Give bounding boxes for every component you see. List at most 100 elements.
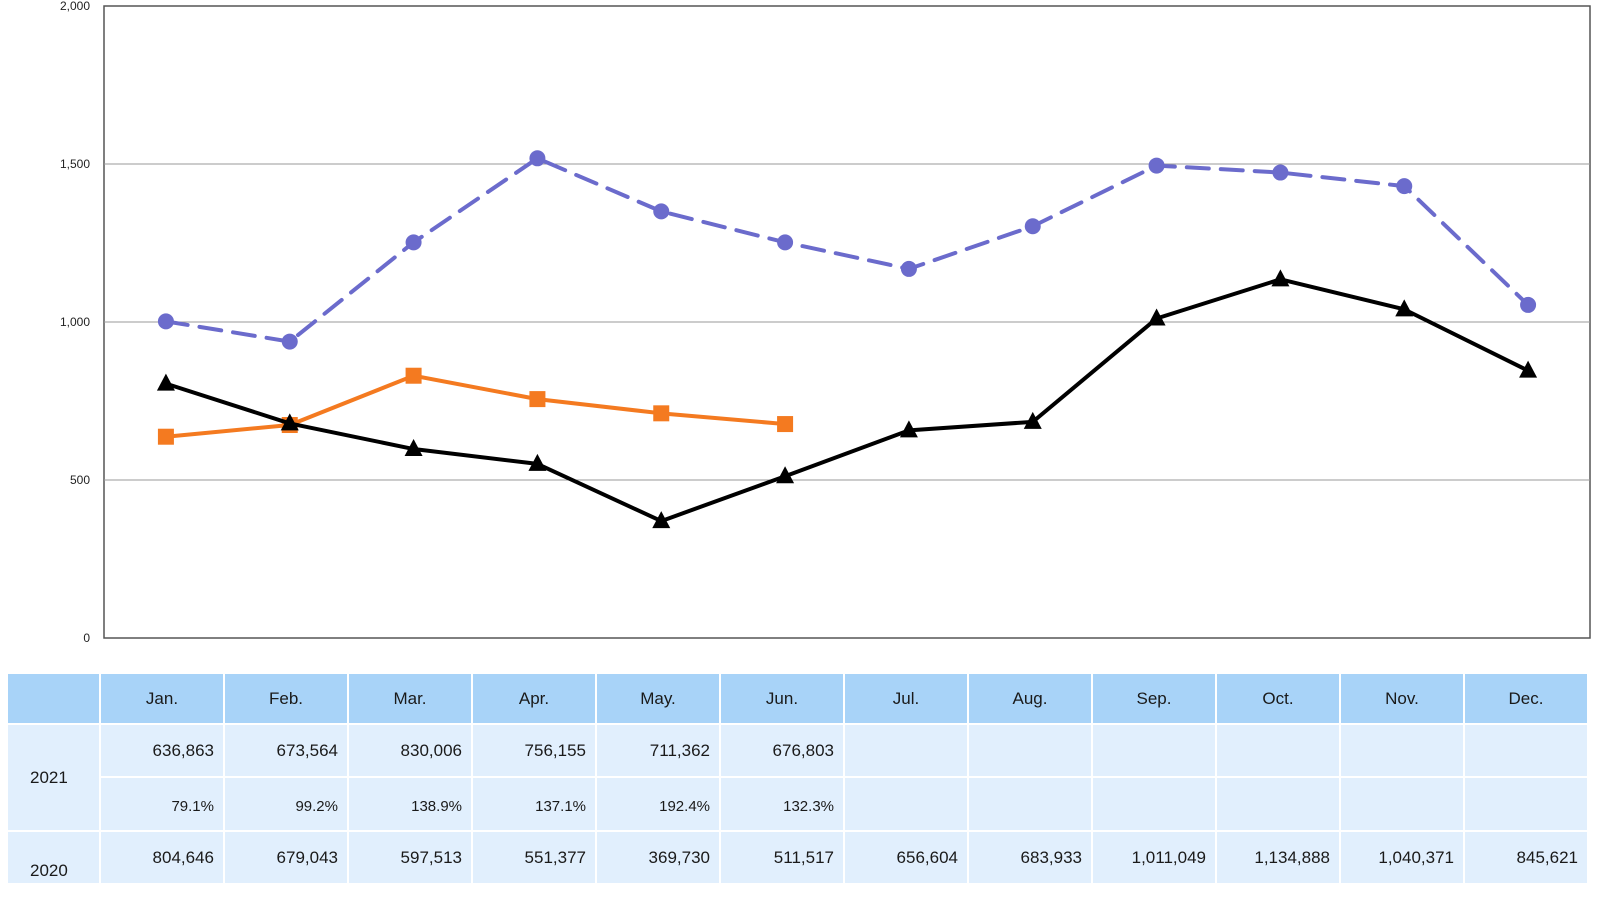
data-point bbox=[777, 234, 794, 251]
table-cell: 636,863 bbox=[101, 725, 223, 776]
ratio-cell: 138.9% bbox=[349, 778, 471, 830]
data-point bbox=[280, 413, 299, 431]
data-point bbox=[281, 333, 298, 350]
data-point bbox=[404, 439, 423, 457]
table-cell: 597,513 bbox=[349, 832, 471, 883]
data-point bbox=[1023, 411, 1042, 429]
ratio-cell bbox=[1341, 778, 1463, 830]
data-point bbox=[157, 428, 174, 445]
series-s2019 bbox=[157, 150, 1537, 350]
header-month: Aug. bbox=[969, 674, 1091, 723]
table-cell: 711,362 bbox=[597, 725, 719, 776]
ratio-cell: 192.4% bbox=[597, 778, 719, 830]
series-line bbox=[163, 373, 788, 439]
ratio-cell bbox=[1465, 778, 1587, 830]
header-month: Sep. bbox=[1093, 674, 1215, 723]
data-point bbox=[1395, 299, 1414, 317]
data-point bbox=[777, 416, 794, 433]
series-line bbox=[163, 277, 1531, 524]
table-cell: 673,564 bbox=[225, 725, 347, 776]
table-cell bbox=[1093, 725, 1215, 776]
data-point bbox=[1520, 296, 1537, 313]
data-point bbox=[653, 203, 670, 220]
gridlines bbox=[103, 5, 1591, 639]
table-cell: 511,517 bbox=[721, 832, 843, 883]
header-month: Nov. bbox=[1341, 674, 1463, 723]
table-cell: 804,646 bbox=[101, 832, 223, 883]
data-point bbox=[1396, 178, 1413, 195]
data-point bbox=[1024, 218, 1041, 235]
data-point bbox=[653, 405, 670, 422]
table-cell: 830,006 bbox=[349, 725, 471, 776]
table-cell: 1,134,888 bbox=[1217, 832, 1339, 883]
data-point bbox=[528, 453, 547, 471]
ratio-cell: 132.3% bbox=[721, 778, 843, 830]
ratio-cell bbox=[1217, 778, 1339, 830]
table-cell: 756,155 bbox=[473, 725, 595, 776]
y-axis: 0 500 1,000 1,500 2,000 bbox=[60, 0, 90, 645]
row-year-label: 2020 bbox=[8, 832, 99, 883]
header-month: Mar. bbox=[349, 674, 471, 723]
series-s2021 bbox=[157, 367, 794, 445]
header-corner bbox=[8, 674, 99, 723]
table-row: 2021 636,863 673,564 830,006 756,155 711… bbox=[8, 725, 1587, 830]
data-point bbox=[776, 466, 795, 484]
y-tick-label: 2,000 bbox=[60, 0, 90, 13]
table-cell: 676,803 bbox=[721, 725, 843, 776]
header-month: Feb. bbox=[225, 674, 347, 723]
header-month: May. bbox=[597, 674, 719, 723]
header-month: Jul. bbox=[845, 674, 967, 723]
y-tick-label: 1,500 bbox=[60, 157, 90, 171]
data-point bbox=[529, 150, 546, 167]
header-month: Apr. bbox=[473, 674, 595, 723]
ratio-cell: 137.1% bbox=[473, 778, 595, 830]
ratio-cell bbox=[1093, 778, 1215, 830]
data-point bbox=[652, 511, 671, 529]
data-point bbox=[529, 391, 546, 408]
table-cell: 683,933 bbox=[969, 832, 1091, 883]
table-row: 79.1% 99.2% 138.9% 137.1% 192.4% 132.3% bbox=[8, 778, 1587, 830]
series-line bbox=[163, 156, 1531, 344]
data-point bbox=[1272, 164, 1289, 181]
data-point bbox=[405, 234, 422, 251]
ratio-cell: 79.1% bbox=[101, 778, 223, 830]
table-cell bbox=[1217, 725, 1339, 776]
header-month: Jan. bbox=[101, 674, 223, 723]
y-tick-label: 500 bbox=[70, 473, 90, 487]
data-table: Jan. Feb. Mar. Apr. May. Jun. Jul. Aug. … bbox=[6, 672, 1589, 885]
data-point bbox=[1519, 360, 1538, 378]
y-tick-label: 0 bbox=[83, 631, 90, 645]
data-point bbox=[899, 420, 918, 438]
table-cell bbox=[969, 725, 1091, 776]
ratio-cell bbox=[845, 778, 967, 830]
table-cell: 845,621 bbox=[1465, 832, 1587, 883]
table-cell: 1,011,049 bbox=[1093, 832, 1215, 883]
table-cell: 1,040,371 bbox=[1341, 832, 1463, 883]
table-cell: 369,730 bbox=[597, 832, 719, 883]
table-cell: 679,043 bbox=[225, 832, 347, 883]
table-cell bbox=[1465, 725, 1587, 776]
table-cell: 551,377 bbox=[473, 832, 595, 883]
data-point bbox=[157, 313, 174, 330]
line-chart: 0 500 1,000 1,500 2,000 bbox=[60, 0, 1591, 645]
data-point bbox=[1148, 157, 1165, 174]
header-month: Oct. bbox=[1217, 674, 1339, 723]
table-cell bbox=[1341, 725, 1463, 776]
table-row: 2020 804,646 679,043 597,513 551,377 369… bbox=[8, 832, 1587, 883]
table-cell bbox=[845, 725, 967, 776]
header-month: Jun. bbox=[721, 674, 843, 723]
data-point bbox=[405, 367, 422, 384]
data-point bbox=[156, 373, 175, 391]
series-layer bbox=[156, 150, 1538, 529]
table-cell: 656,604 bbox=[845, 832, 967, 883]
y-tick-label: 1,000 bbox=[60, 315, 90, 329]
table-header-row: Jan. Feb. Mar. Apr. May. Jun. Jul. Aug. … bbox=[8, 674, 1587, 723]
series-s2020 bbox=[156, 269, 1538, 529]
data-point bbox=[900, 260, 917, 277]
ratio-cell: 99.2% bbox=[225, 778, 347, 830]
data-point bbox=[1147, 308, 1166, 326]
row-year-label: 2021 bbox=[8, 725, 99, 830]
data-point bbox=[1271, 269, 1290, 287]
ratio-cell bbox=[969, 778, 1091, 830]
header-month: Dec. bbox=[1465, 674, 1587, 723]
